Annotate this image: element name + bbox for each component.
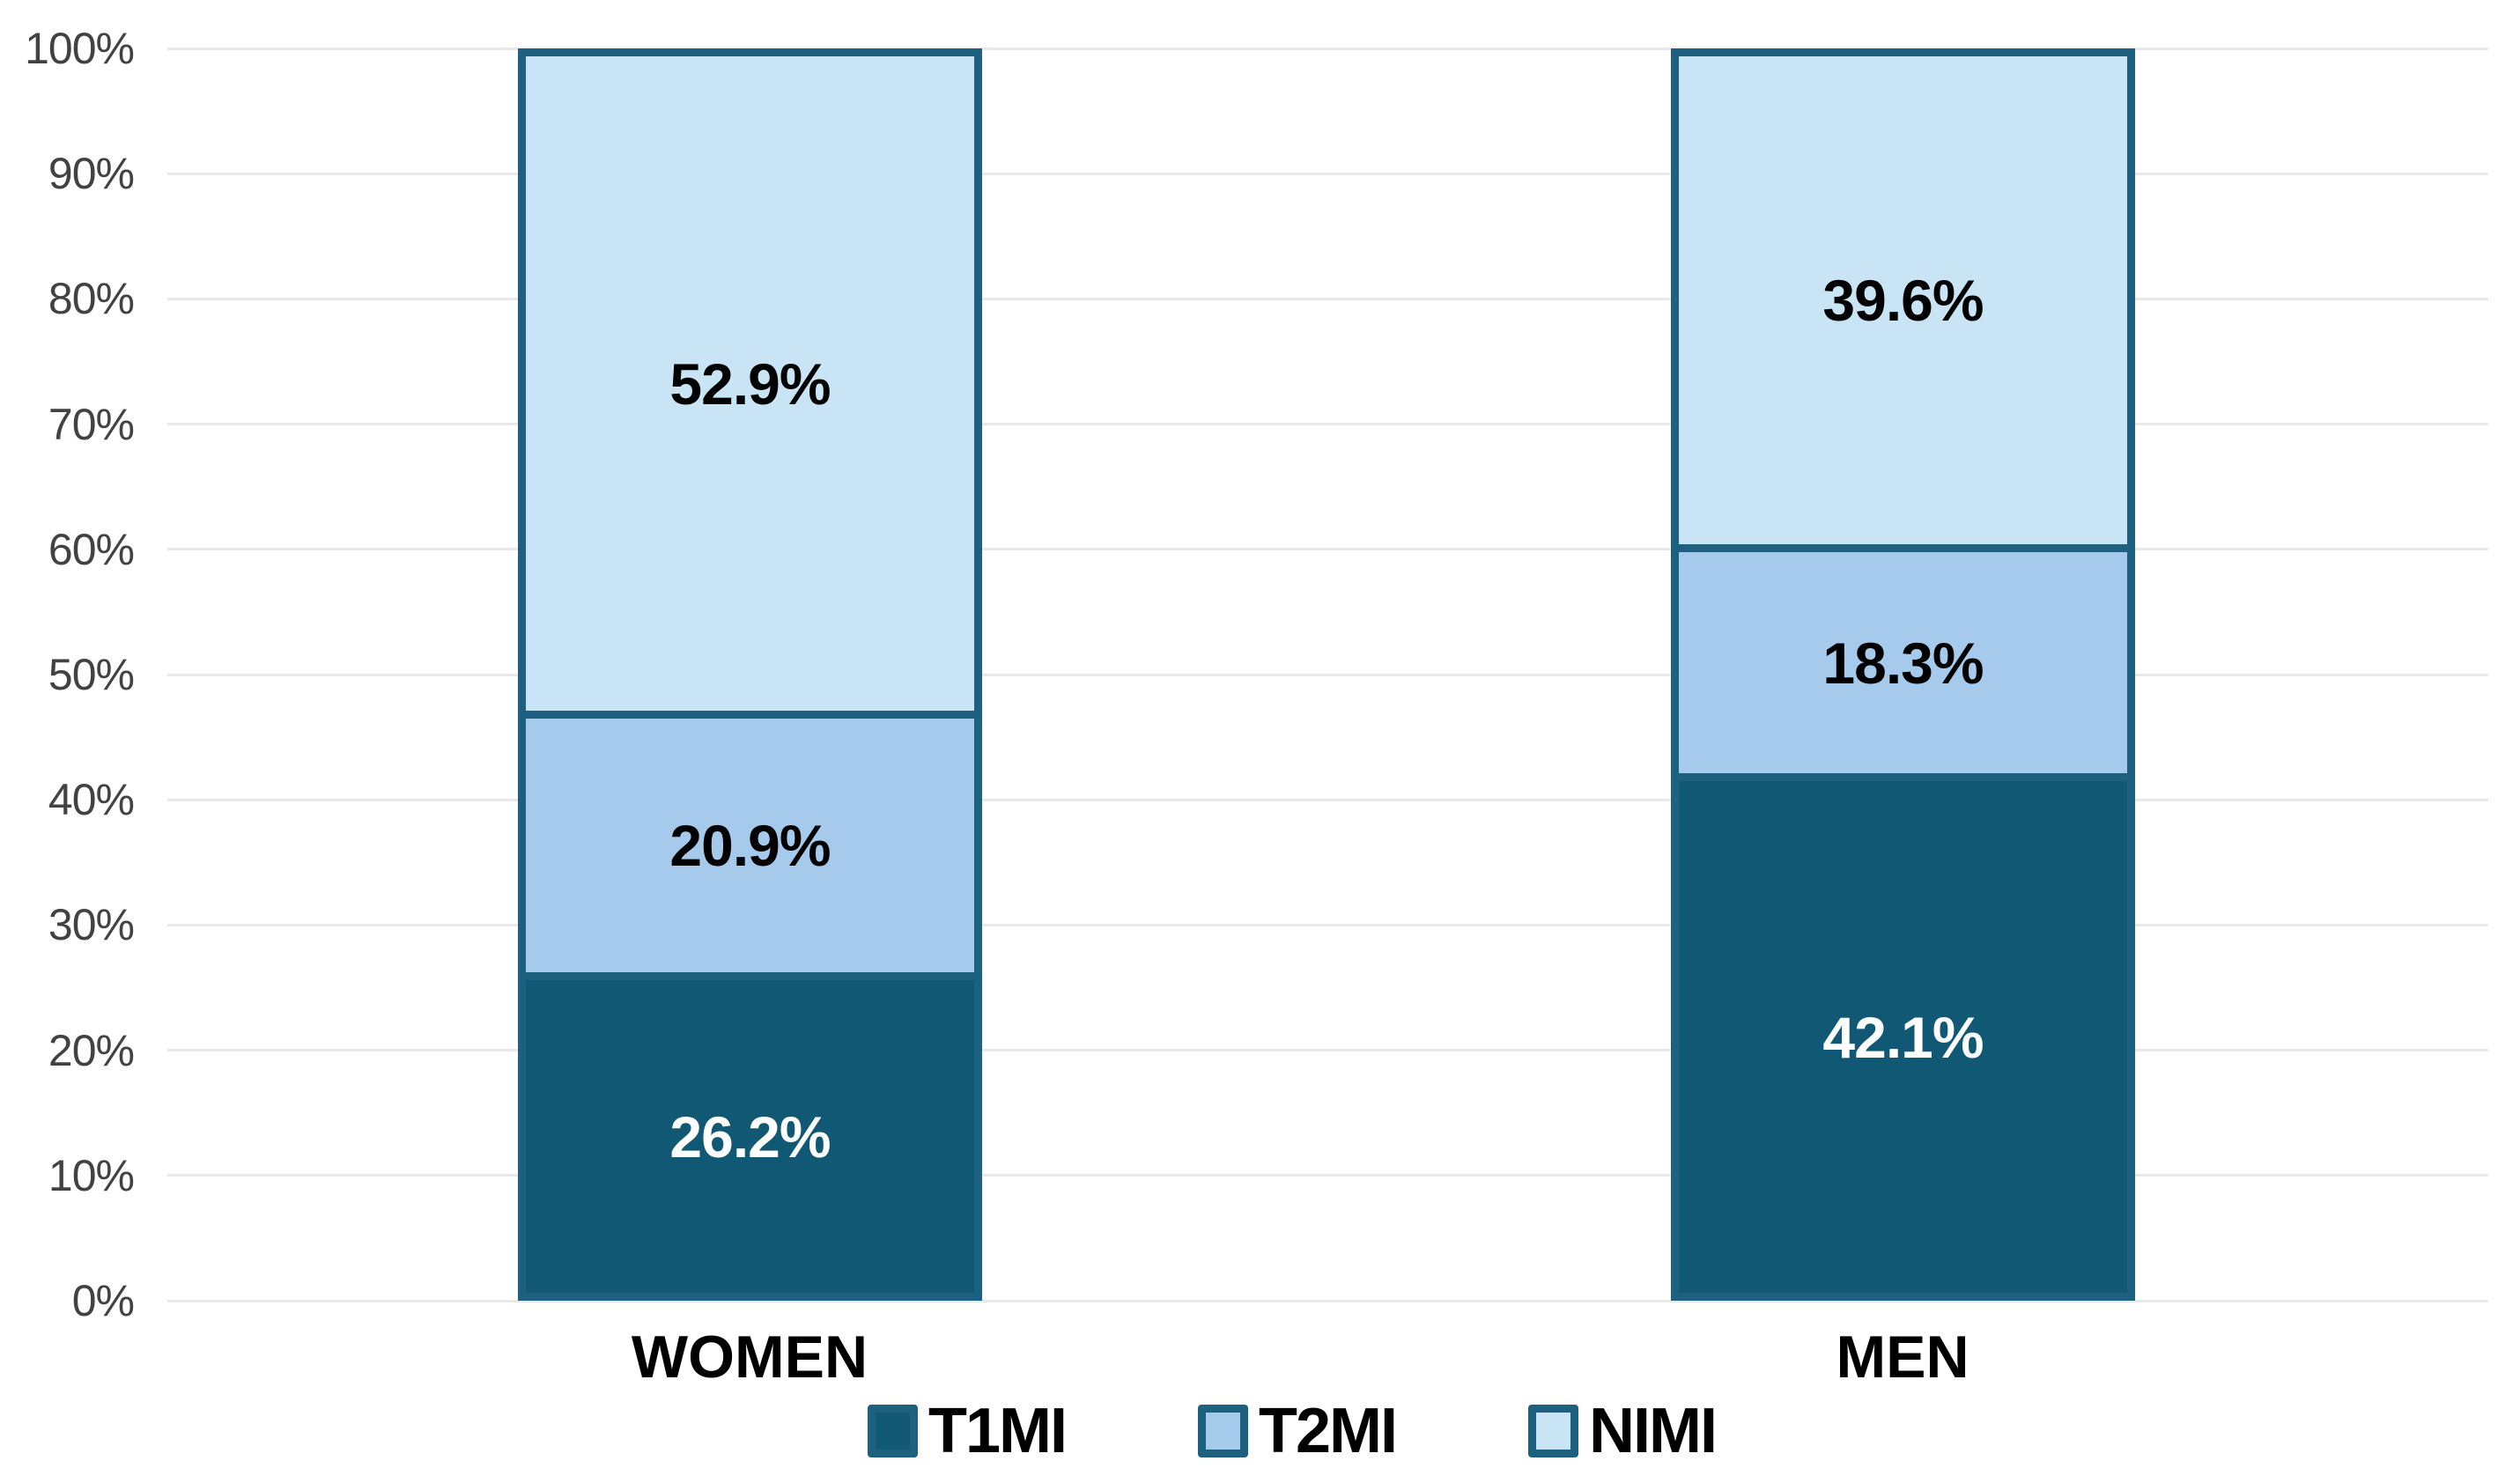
legend-item-t2mi: T2MI: [1198, 1395, 1398, 1467]
bar-men: 42.1% 18.3% 39.6%: [1671, 48, 2135, 1301]
legend: T1MI T2MI NIMI: [868, 1395, 1718, 1467]
value-label: 39.6%: [1822, 268, 1984, 334]
y-axis-tick-label: 20%: [48, 1025, 135, 1075]
segment-t2mi-men: 18.3%: [1671, 544, 2135, 774]
y-axis-tick-label: 100%: [25, 24, 135, 73]
gridline-0pct: [167, 1299, 2488, 1302]
gridline-20pct: [167, 1049, 2488, 1052]
value-label: 26.2%: [669, 1103, 831, 1169]
legend-item-nimi: NIMI: [1528, 1395, 1718, 1467]
legend-swatch-t2mi: [1198, 1405, 1249, 1457]
value-label: 20.9%: [669, 813, 831, 879]
y-axis-tick-label: 40%: [48, 775, 135, 825]
y-axis-tick-label: 70%: [48, 399, 135, 449]
gridline-30pct: [167, 923, 2488, 926]
legend-label-t1mi: T1MI: [928, 1396, 1068, 1466]
y-axis-tick-label: 0%: [71, 1276, 135, 1325]
gridline-10pct: [167, 1174, 2488, 1177]
category-label-women: WOMEN: [631, 1324, 868, 1391]
y-axis-tick-label: 30%: [48, 900, 135, 950]
y-axis-tick-label: 90%: [48, 149, 135, 199]
category-label-men: MEN: [1836, 1324, 1969, 1391]
legend-swatch-nimi: [1528, 1405, 1579, 1457]
legend-label-t2mi: T2MI: [1259, 1396, 1398, 1466]
segment-nimi-women: 52.9%: [518, 48, 982, 712]
legend-label-nimi: NIMI: [1589, 1396, 1718, 1466]
y-axis-tick-label: 60%: [48, 524, 135, 574]
legend-swatch-t1mi: [868, 1405, 918, 1457]
y-axis-tick-label: 10%: [48, 1150, 135, 1200]
plot-area: 26.2% 20.9% 52.9% 42.1% 18.3% 39.6%: [167, 47, 2488, 1302]
gridline-90pct: [167, 172, 2488, 175]
gridline-60pct: [167, 548, 2488, 551]
gridline-100pct: [167, 47, 2488, 50]
y-axis-tick-label: 80%: [48, 274, 135, 324]
gridline-80pct: [167, 297, 2488, 300]
segment-t1mi-men: 42.1%: [1671, 773, 2135, 1301]
segment-nimi-men: 39.6%: [1671, 48, 2135, 545]
bar-women: 26.2% 20.9% 52.9%: [518, 48, 982, 1301]
value-label: 42.1%: [1822, 1004, 1984, 1070]
segment-t2mi-women: 20.9%: [518, 711, 982, 973]
gridline-70pct: [167, 423, 2488, 426]
gridline-40pct: [167, 798, 2488, 801]
value-label: 52.9%: [669, 350, 831, 417]
segment-t1mi-women: 26.2%: [518, 972, 982, 1301]
value-label: 18.3%: [1822, 630, 1984, 696]
gridline-50pct: [167, 673, 2488, 676]
legend-item-t1mi: T1MI: [868, 1395, 1068, 1467]
y-axis-tick-label: 50%: [48, 650, 135, 699]
